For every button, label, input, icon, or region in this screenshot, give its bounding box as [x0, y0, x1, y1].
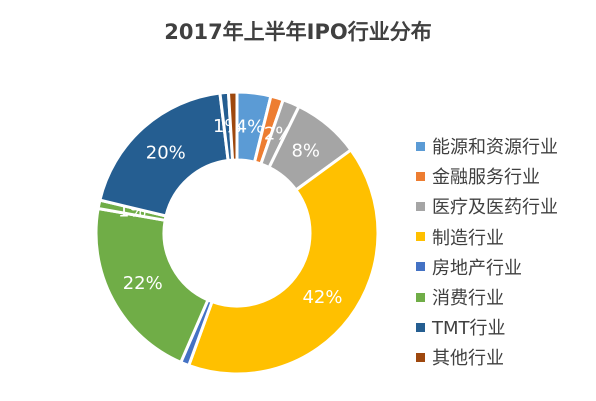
slice-label: 20%	[146, 143, 186, 164]
donut-slice	[226, 90, 239, 162]
legend-swatch	[416, 322, 425, 332]
legend-swatch	[416, 262, 425, 272]
legend-swatch	[416, 141, 425, 151]
donut-slice	[94, 206, 210, 365]
slice-label: 22%	[123, 273, 163, 294]
legend-item: 医疗及医药行业	[416, 191, 558, 221]
legend-item: 金融服务行业	[416, 161, 558, 191]
slice-label: 8%	[291, 141, 320, 162]
legend-swatch	[416, 292, 425, 302]
legend-label: 房地产行业	[432, 257, 522, 279]
legend-item: 其他行业	[416, 342, 558, 372]
legend-swatch	[416, 201, 425, 211]
legend-item: 能源和资源行业	[416, 131, 558, 161]
legend-swatch	[416, 232, 425, 242]
donut-slice	[186, 147, 380, 376]
donut-slice	[98, 91, 230, 218]
slice-label: 4%	[236, 116, 265, 137]
legend-label: 制造行业	[432, 227, 504, 249]
legend-swatch	[416, 171, 425, 181]
legend-label: 金融服务行业	[432, 167, 540, 189]
legend-label: 消费行业	[432, 288, 504, 310]
chart-title: 2017年上半年IPO行业分布	[164, 20, 432, 44]
legend-item: 消费行业	[416, 282, 558, 312]
legend-label: 能源和资源行业	[432, 137, 558, 159]
legend-swatch	[416, 352, 425, 362]
legend-label: 其他行业	[432, 348, 504, 370]
legend-label: 医疗及医药行业	[432, 197, 558, 219]
legend-item: 制造行业	[416, 222, 558, 252]
slice-label: 42%	[302, 287, 342, 308]
legend-item: 房地产行业	[416, 252, 558, 282]
legend-item: TMT行业	[416, 312, 558, 342]
legend: 能源和资源行业 金融服务行业 医疗及医药行业 制造行业房地产行业消费行业 TMT行业其他…	[416, 131, 558, 373]
legend-label: TMT行业	[432, 318, 506, 340]
